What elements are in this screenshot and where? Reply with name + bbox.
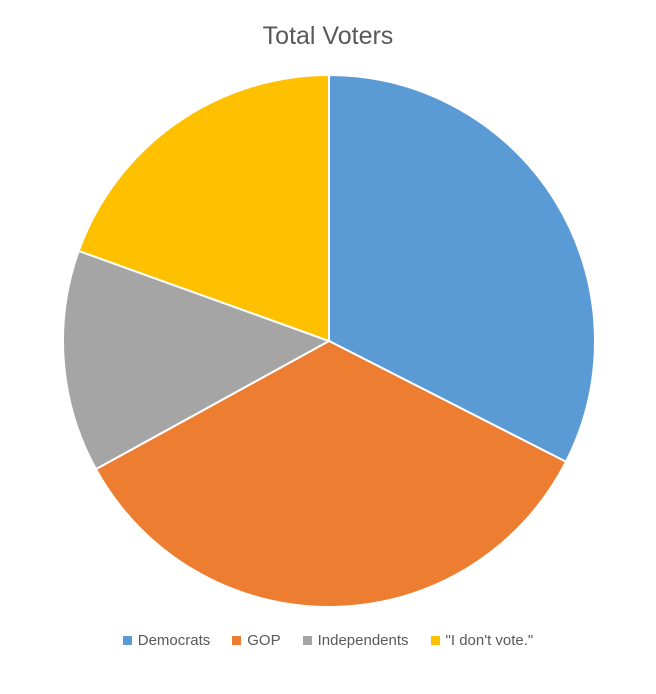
legend-label-0: Democrats [137,632,211,649]
legend-swatch-1 [232,636,242,645]
legend-item-1: GOP [232,632,281,649]
legend-label-3: "I don't vote." [445,632,534,649]
pie-slice-3 [77,73,330,343]
chart-title: Total Voters [262,22,394,50]
legend-item-3: "I don't vote." [430,632,534,649]
pie-slice-2 [62,249,332,471]
legend-label-1: GOP [247,632,281,649]
legend-item-2: Independents [302,632,409,649]
legend-item-0: Democrats [122,632,211,649]
legend-label-2: Independents [317,632,409,649]
legend: Democrats GOP Independents "I don't vote." [0,632,656,649]
legend-swatch-0 [122,636,132,645]
pie-slice-0 [328,73,596,464]
legend-swatch-2 [302,636,312,645]
pie-slice-1 [94,339,568,608]
legend-swatch-3 [430,636,440,645]
